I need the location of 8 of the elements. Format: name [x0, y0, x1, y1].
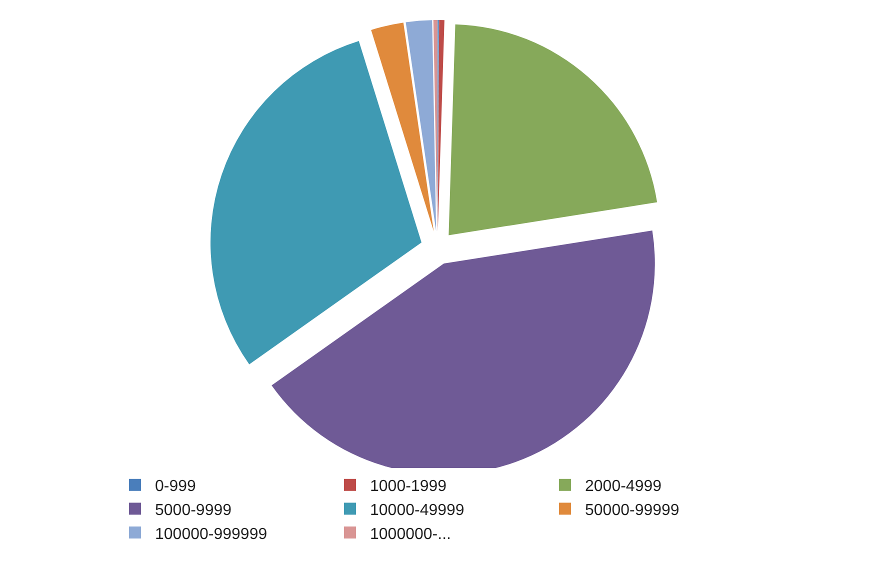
legend-label: 1000000-...	[370, 526, 451, 543]
legend-label: 5000-9999	[155, 502, 232, 519]
legend-label: 1000-1999	[370, 478, 447, 496]
legend-label: 10000-49999	[370, 502, 464, 519]
legend-label: 100000-999999	[155, 526, 268, 543]
legend-label: 50000-99999	[585, 502, 680, 519]
legend-label: 0-999	[155, 478, 196, 496]
legend-label: 2000-4999	[585, 478, 662, 496]
